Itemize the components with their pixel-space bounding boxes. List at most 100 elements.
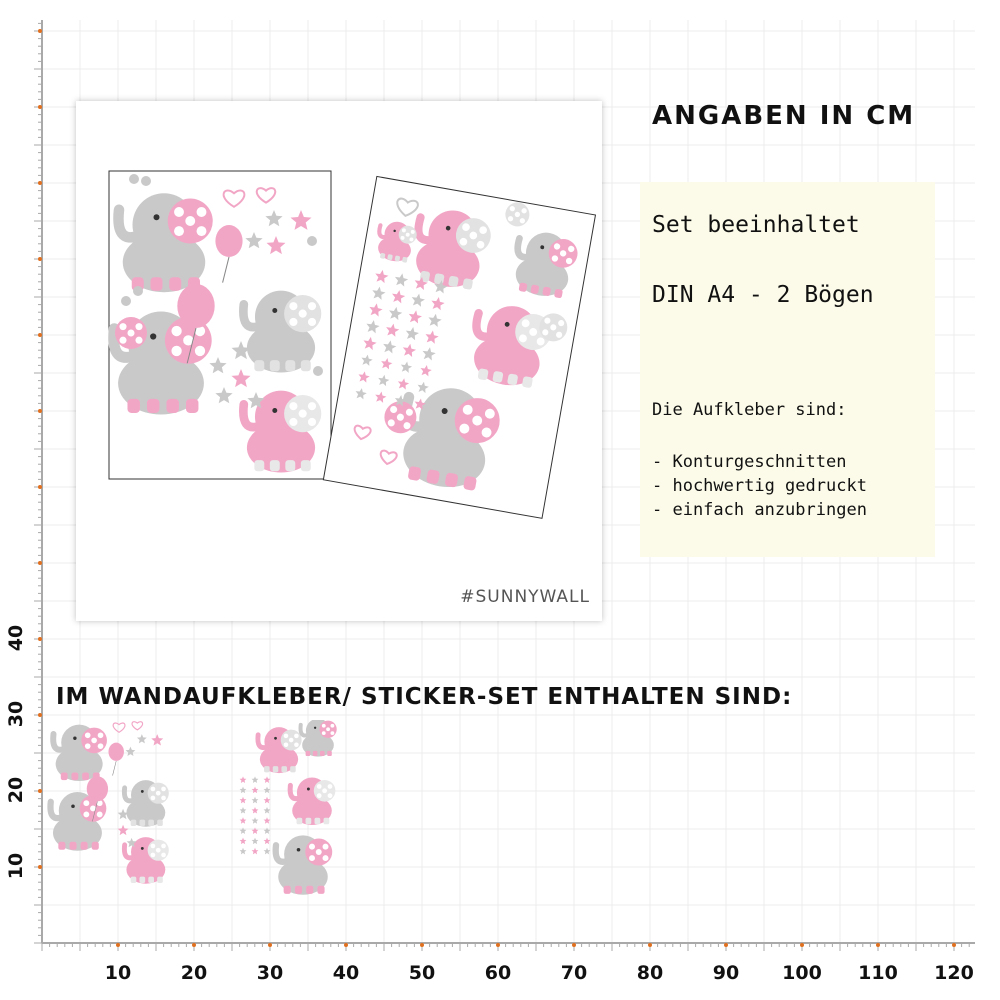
- star-sticker: [239, 807, 247, 814]
- star-sticker: [151, 734, 164, 746]
- elephant-sticker: [472, 306, 552, 388]
- polka-ball-sticker: [384, 401, 417, 434]
- dot-sticker: [141, 176, 151, 186]
- sticker-sheets-illustration: [108, 170, 597, 519]
- x-tick-label: 80: [636, 962, 664, 984]
- heart-sticker: [131, 721, 144, 731]
- product-card: #SUNNYWALL: [76, 101, 602, 621]
- elephant-sticker: [514, 232, 578, 299]
- star-sticker: [136, 734, 147, 744]
- polka-ball-sticker: [280, 729, 302, 751]
- x-tick-label: 30: [256, 962, 284, 984]
- heart-sticker: [353, 424, 372, 441]
- balloon-sticker: [86, 776, 109, 822]
- y-tick-label: 10: [5, 852, 28, 880]
- polka-ball-sticker: [164, 317, 212, 364]
- star-sticker: [266, 236, 286, 255]
- sheet-2-stickers: [353, 197, 578, 491]
- star-sticker: [245, 232, 263, 249]
- star-sticker: [239, 796, 247, 804]
- x-tick-label: 60: [484, 962, 512, 984]
- star-sticker: [372, 286, 386, 300]
- elephant-sticker: [272, 835, 333, 895]
- unit-note: ANGABEN IN CM: [652, 101, 916, 131]
- polka-ball-sticker: [505, 202, 530, 227]
- feature-item: - Konturgeschnitten: [652, 452, 847, 472]
- elephant-sticker: [239, 290, 322, 373]
- star-sticker: [422, 347, 436, 361]
- dot-sticker: [129, 174, 139, 184]
- star-sticker: [383, 340, 397, 354]
- balloon-sticker: [108, 742, 124, 776]
- elephant-sticker: [50, 724, 107, 782]
- star-sticker: [411, 293, 425, 307]
- star-sticker: [251, 776, 259, 783]
- set-title: Set beeinhaltet: [652, 212, 860, 238]
- x-tick-label: 10: [104, 962, 132, 984]
- polka-ball-sticker: [284, 395, 322, 433]
- polka-ball-sticker: [147, 839, 169, 861]
- star-sticker: [263, 847, 271, 855]
- x-tick-label: 110: [858, 962, 898, 984]
- elephant-sticker: [287, 777, 336, 825]
- star-sticker: [434, 280, 448, 294]
- elephant-sticker: [414, 210, 491, 290]
- star-sticker: [209, 357, 227, 374]
- heart-sticker: [379, 449, 398, 466]
- star-sticker: [251, 807, 259, 814]
- star-sticker: [394, 395, 407, 407]
- star-sticker: [215, 387, 233, 404]
- star-sticker: [239, 776, 247, 783]
- set-size: DIN A4 - 2 Bögen: [652, 282, 874, 308]
- heart-sticker: [112, 722, 126, 733]
- star-sticker: [125, 746, 136, 756]
- polka-ball-sticker: [147, 782, 169, 804]
- x-tick-label: 90: [712, 962, 740, 984]
- star-sticker: [126, 837, 137, 848]
- star-sticker: [117, 824, 129, 836]
- star-sticker: [400, 361, 413, 373]
- dot-sticker: [133, 286, 143, 296]
- y-tick-label: 20: [5, 776, 28, 804]
- star-sticker: [361, 354, 373, 366]
- polka-ball-sticker: [454, 398, 500, 444]
- y-tick-label: 40: [5, 624, 28, 652]
- polka-ball-sticker: [313, 780, 336, 802]
- star-sticker: [247, 392, 265, 409]
- elephant-sticker: [298, 720, 337, 757]
- star-sticker: [381, 358, 393, 370]
- star-sticker: [386, 323, 400, 337]
- star-sticker: [392, 290, 406, 304]
- star-sticker: [375, 269, 389, 284]
- heart-sticker: [222, 189, 246, 208]
- star-sticker: [265, 210, 283, 227]
- dot-sticker: [313, 366, 323, 376]
- star-sticker: [263, 807, 271, 814]
- star-sticker: [428, 313, 442, 328]
- star-sticker: [358, 371, 370, 383]
- preview-sheet-2: [239, 720, 337, 895]
- star-sticker: [251, 817, 259, 824]
- dot-sticker: [121, 296, 131, 306]
- star-sticker: [389, 306, 403, 321]
- x-tick-label: 70: [560, 962, 588, 984]
- x-tick-label: 120: [934, 962, 974, 984]
- features-title: Die Aufkleber sind:: [652, 400, 847, 420]
- star-sticker: [251, 786, 259, 794]
- dot-sticker: [307, 236, 317, 246]
- heart-sticker: [255, 187, 277, 204]
- star-sticker: [431, 297, 445, 311]
- star-sticker: [414, 398, 426, 410]
- elephant-sticker: [377, 221, 417, 263]
- polka-ball-sticker: [284, 295, 322, 333]
- sheet-1-stickers: [108, 174, 323, 473]
- star-sticker: [290, 210, 312, 230]
- star-sticker: [420, 365, 432, 377]
- elephant-sticker: [121, 837, 169, 884]
- polka-ball-sticker: [455, 218, 491, 253]
- star-sticker: [231, 369, 251, 388]
- x-tick-label: 40: [332, 962, 360, 984]
- polka-ball-sticker: [115, 317, 147, 349]
- star-sticker: [239, 817, 247, 824]
- star-sticker: [375, 391, 387, 403]
